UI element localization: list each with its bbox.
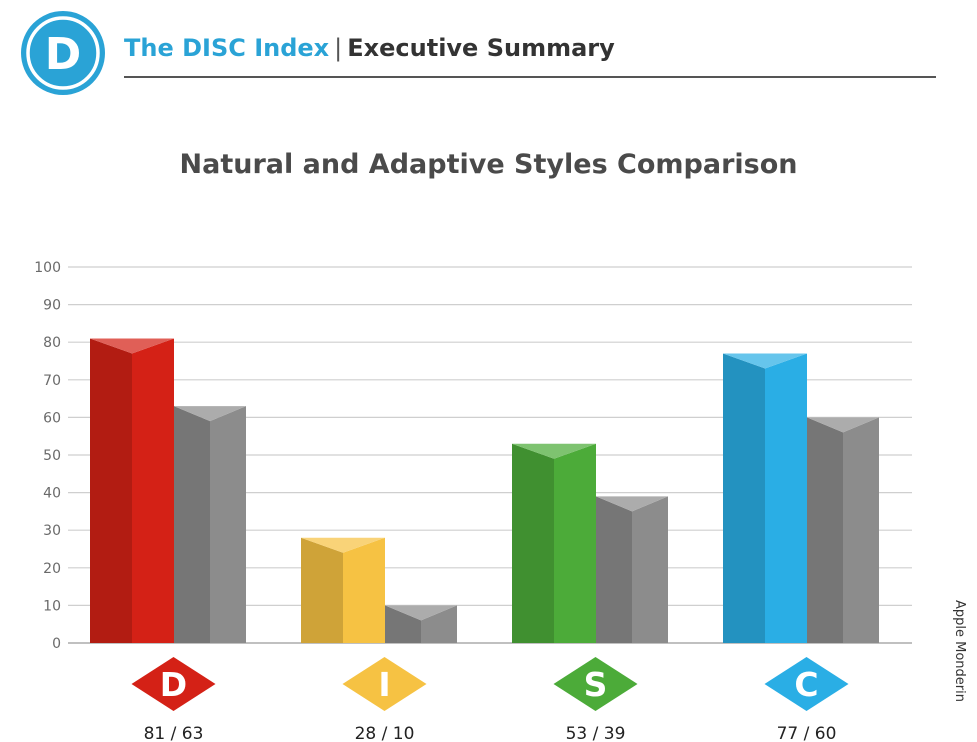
adaptive-bar-c (807, 417, 879, 643)
value-label-i: 28 / 10 (355, 724, 415, 742)
category-letter: I (378, 665, 390, 704)
bar-top-bevel (90, 338, 174, 354)
category-badge-c: C (764, 657, 849, 711)
bar-face-right (210, 406, 246, 643)
y-tick-label: 0 (52, 636, 61, 652)
bar-face-right (843, 417, 879, 643)
category-diamond (131, 657, 216, 711)
brand-name: The DISC Index (124, 34, 330, 62)
bar-top-bevel (174, 406, 246, 422)
bar-face-right (632, 496, 668, 643)
bar-face-right (765, 353, 807, 643)
y-tick-label: 70 (43, 373, 61, 389)
bar-top-bevel (723, 353, 807, 369)
side-name-label: Apple Monderin (952, 600, 967, 702)
category-diamond (764, 657, 849, 711)
y-tick-label: 60 (43, 410, 61, 426)
report-header: The DISC Index | Executive Summary (124, 34, 615, 62)
bar-top-bevel (596, 496, 668, 512)
y-tick-label: 10 (43, 598, 61, 614)
category-letter: C (794, 665, 818, 704)
y-tick-label: 50 (43, 448, 61, 464)
category-badge-d: D (131, 657, 216, 711)
bar-top-bevel (807, 417, 879, 433)
bar-face-left (596, 496, 632, 643)
header-subtitle: Executive Summary (347, 34, 615, 62)
bar-face-left (90, 338, 132, 643)
disc-logo: D (21, 11, 105, 95)
chart-title: Natural and Adaptive Styles Comparison (179, 149, 798, 180)
category-diamond (553, 657, 638, 711)
bar-face-left (512, 443, 554, 643)
bar-face-left (301, 537, 343, 643)
natural-bar-i (301, 537, 385, 643)
category-badge-i: I (342, 657, 427, 711)
value-label-c: 77 / 60 (777, 724, 837, 742)
bar-face-left (174, 406, 210, 643)
y-tick-label: 40 (43, 486, 61, 502)
bar-face-right (554, 443, 596, 643)
adaptive-bar-d (174, 406, 246, 643)
value-label-s: 53 / 39 (566, 724, 626, 742)
y-tick-label: 20 (43, 561, 61, 577)
bar-face-left (723, 353, 765, 643)
y-tick-label: 90 (43, 298, 61, 314)
bar-face-right (343, 537, 385, 643)
bar-face-left (385, 605, 421, 643)
value-label-d: 81 / 63 (144, 724, 204, 742)
category-badge-s: S (553, 657, 638, 711)
natural-bar-d (90, 338, 174, 643)
adaptive-bar-s (596, 496, 668, 643)
header-separator: | (334, 34, 343, 62)
category-letter: S (584, 665, 608, 704)
bar-face-right (421, 605, 457, 643)
bar-top-bevel (512, 443, 596, 459)
logo-letter: D (45, 29, 82, 80)
y-tick-label: 80 (43, 335, 61, 351)
bar-face-right (132, 338, 174, 643)
y-tick-label: 30 (43, 523, 61, 539)
category-letter: D (160, 665, 187, 704)
bar-top-bevel (301, 537, 385, 553)
natural-bar-c (723, 353, 807, 643)
bar-face-left (807, 417, 843, 643)
y-tick-label: 100 (34, 260, 61, 276)
header-divider (124, 76, 936, 78)
category-diamond (342, 657, 427, 711)
adaptive-bar-i (385, 605, 457, 643)
bar-top-bevel (385, 605, 457, 621)
natural-bar-s (512, 443, 596, 643)
